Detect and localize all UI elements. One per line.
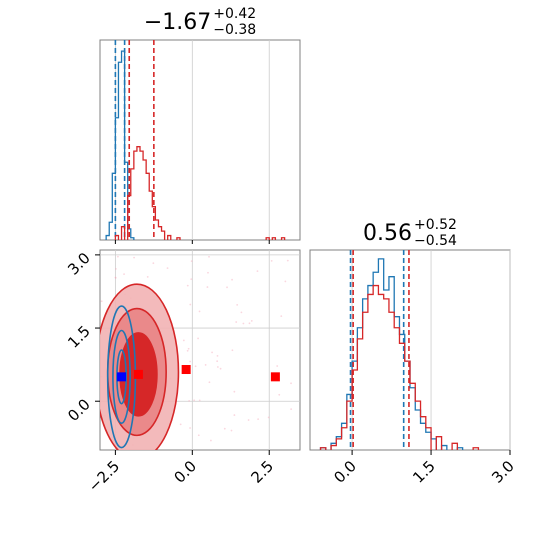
contour-level-4 [112,329,131,424]
right-panel-title-value: 0.56 [363,221,412,246]
sample-point [284,280,287,283]
sample-point [189,427,191,429]
point-marker [117,372,127,382]
point-marker [133,369,143,379]
joint-contours [100,255,293,450]
sample-point [233,390,236,393]
top-panel-title-lower-error: −0.38 [213,22,256,38]
sample-point [187,347,190,350]
joint-x-tick-label: −2.5 [85,457,123,495]
sample-point [270,259,273,262]
sample-point [208,381,211,384]
top-histogram-frame [99,39,301,241]
sample-point [247,419,250,421]
top-panel-title-value: −1.67 [144,10,211,35]
sample-point [276,365,279,367]
joint-x-tick-label: 0.0 [171,457,201,487]
sample-point [280,315,283,318]
sample-point [278,393,281,396]
sample-point [197,434,200,437]
sample-point [216,366,219,368]
sample-point [115,268,117,270]
joint-y-tick-label: 0.0 [64,395,94,425]
right-x-tick-label: 1.5 [409,457,439,487]
sample-point [179,423,182,426]
sample-point [208,255,210,258]
sample-point [242,322,245,325]
sample-point [146,276,149,278]
sample-point [236,303,239,306]
sample-point [257,418,260,421]
sample-point [250,320,253,322]
sample-point [193,399,196,402]
sample-point [267,416,270,419]
sample-point [198,310,201,313]
right-panel-title-upper-error: +0.52 [414,217,457,233]
sample-point [114,276,117,279]
sample-point [235,321,238,323]
sample-point [230,429,233,432]
sample-point [223,427,226,430]
contour-level-5 [116,349,127,405]
sample-point [114,277,117,279]
sample-point [216,360,219,363]
sample-point [286,259,289,262]
top-panel-title-upper-error: +0.42 [213,6,256,22]
top-histogram-step-1 [114,146,286,240]
sample-point [231,278,233,281]
joint-x-tick-label: 2.5 [247,457,277,487]
sample-point [231,349,234,352]
sample-point [186,284,189,287]
sample-point [240,311,243,314]
sample-point [204,364,207,366]
right-x-tick-label: 0.0 [330,457,360,487]
sample-point [182,339,185,342]
joint-y-tick-label: 1.5 [64,322,94,352]
sample-point [133,256,135,259]
right-histogram-frame [309,249,511,451]
sample-point [190,278,193,281]
sample-point [216,354,219,357]
sample-point [256,270,259,272]
sample-point [210,439,212,442]
sample-point [194,365,197,368]
sample-point [116,255,119,258]
top-panel-title: −1.67 +0.42−0.38 [144,6,256,38]
sample-point [123,273,125,275]
sample-point [189,303,192,306]
sample-point [186,349,189,352]
joint-y-tick-label: 3.0 [64,249,94,279]
sample-point [207,271,209,274]
sample-point [166,267,169,270]
right-histogram-step-1 [319,284,480,450]
sample-point [226,286,228,289]
sample-point [233,414,236,416]
point-marker [181,365,191,375]
sample-point [248,322,251,325]
sample-point [219,367,222,370]
sample-point [206,286,209,288]
sample-point [198,399,201,402]
sample-point [197,337,199,340]
sample-point [189,360,192,363]
sample-point [152,262,155,265]
top-histogram-step-0 [105,50,135,240]
sample-point [190,260,193,263]
sample-point [100,300,103,303]
sample-point [290,382,292,385]
right-panel-title: 0.56 +0.52−0.54 [363,217,457,249]
sample-point [188,399,191,402]
point-marker [270,372,280,382]
right-x-tick-label: 3.0 [488,457,518,487]
sample-point [290,408,293,411]
sample-point [211,351,213,354]
right-panel-title-lower-error: −0.54 [414,233,457,249]
